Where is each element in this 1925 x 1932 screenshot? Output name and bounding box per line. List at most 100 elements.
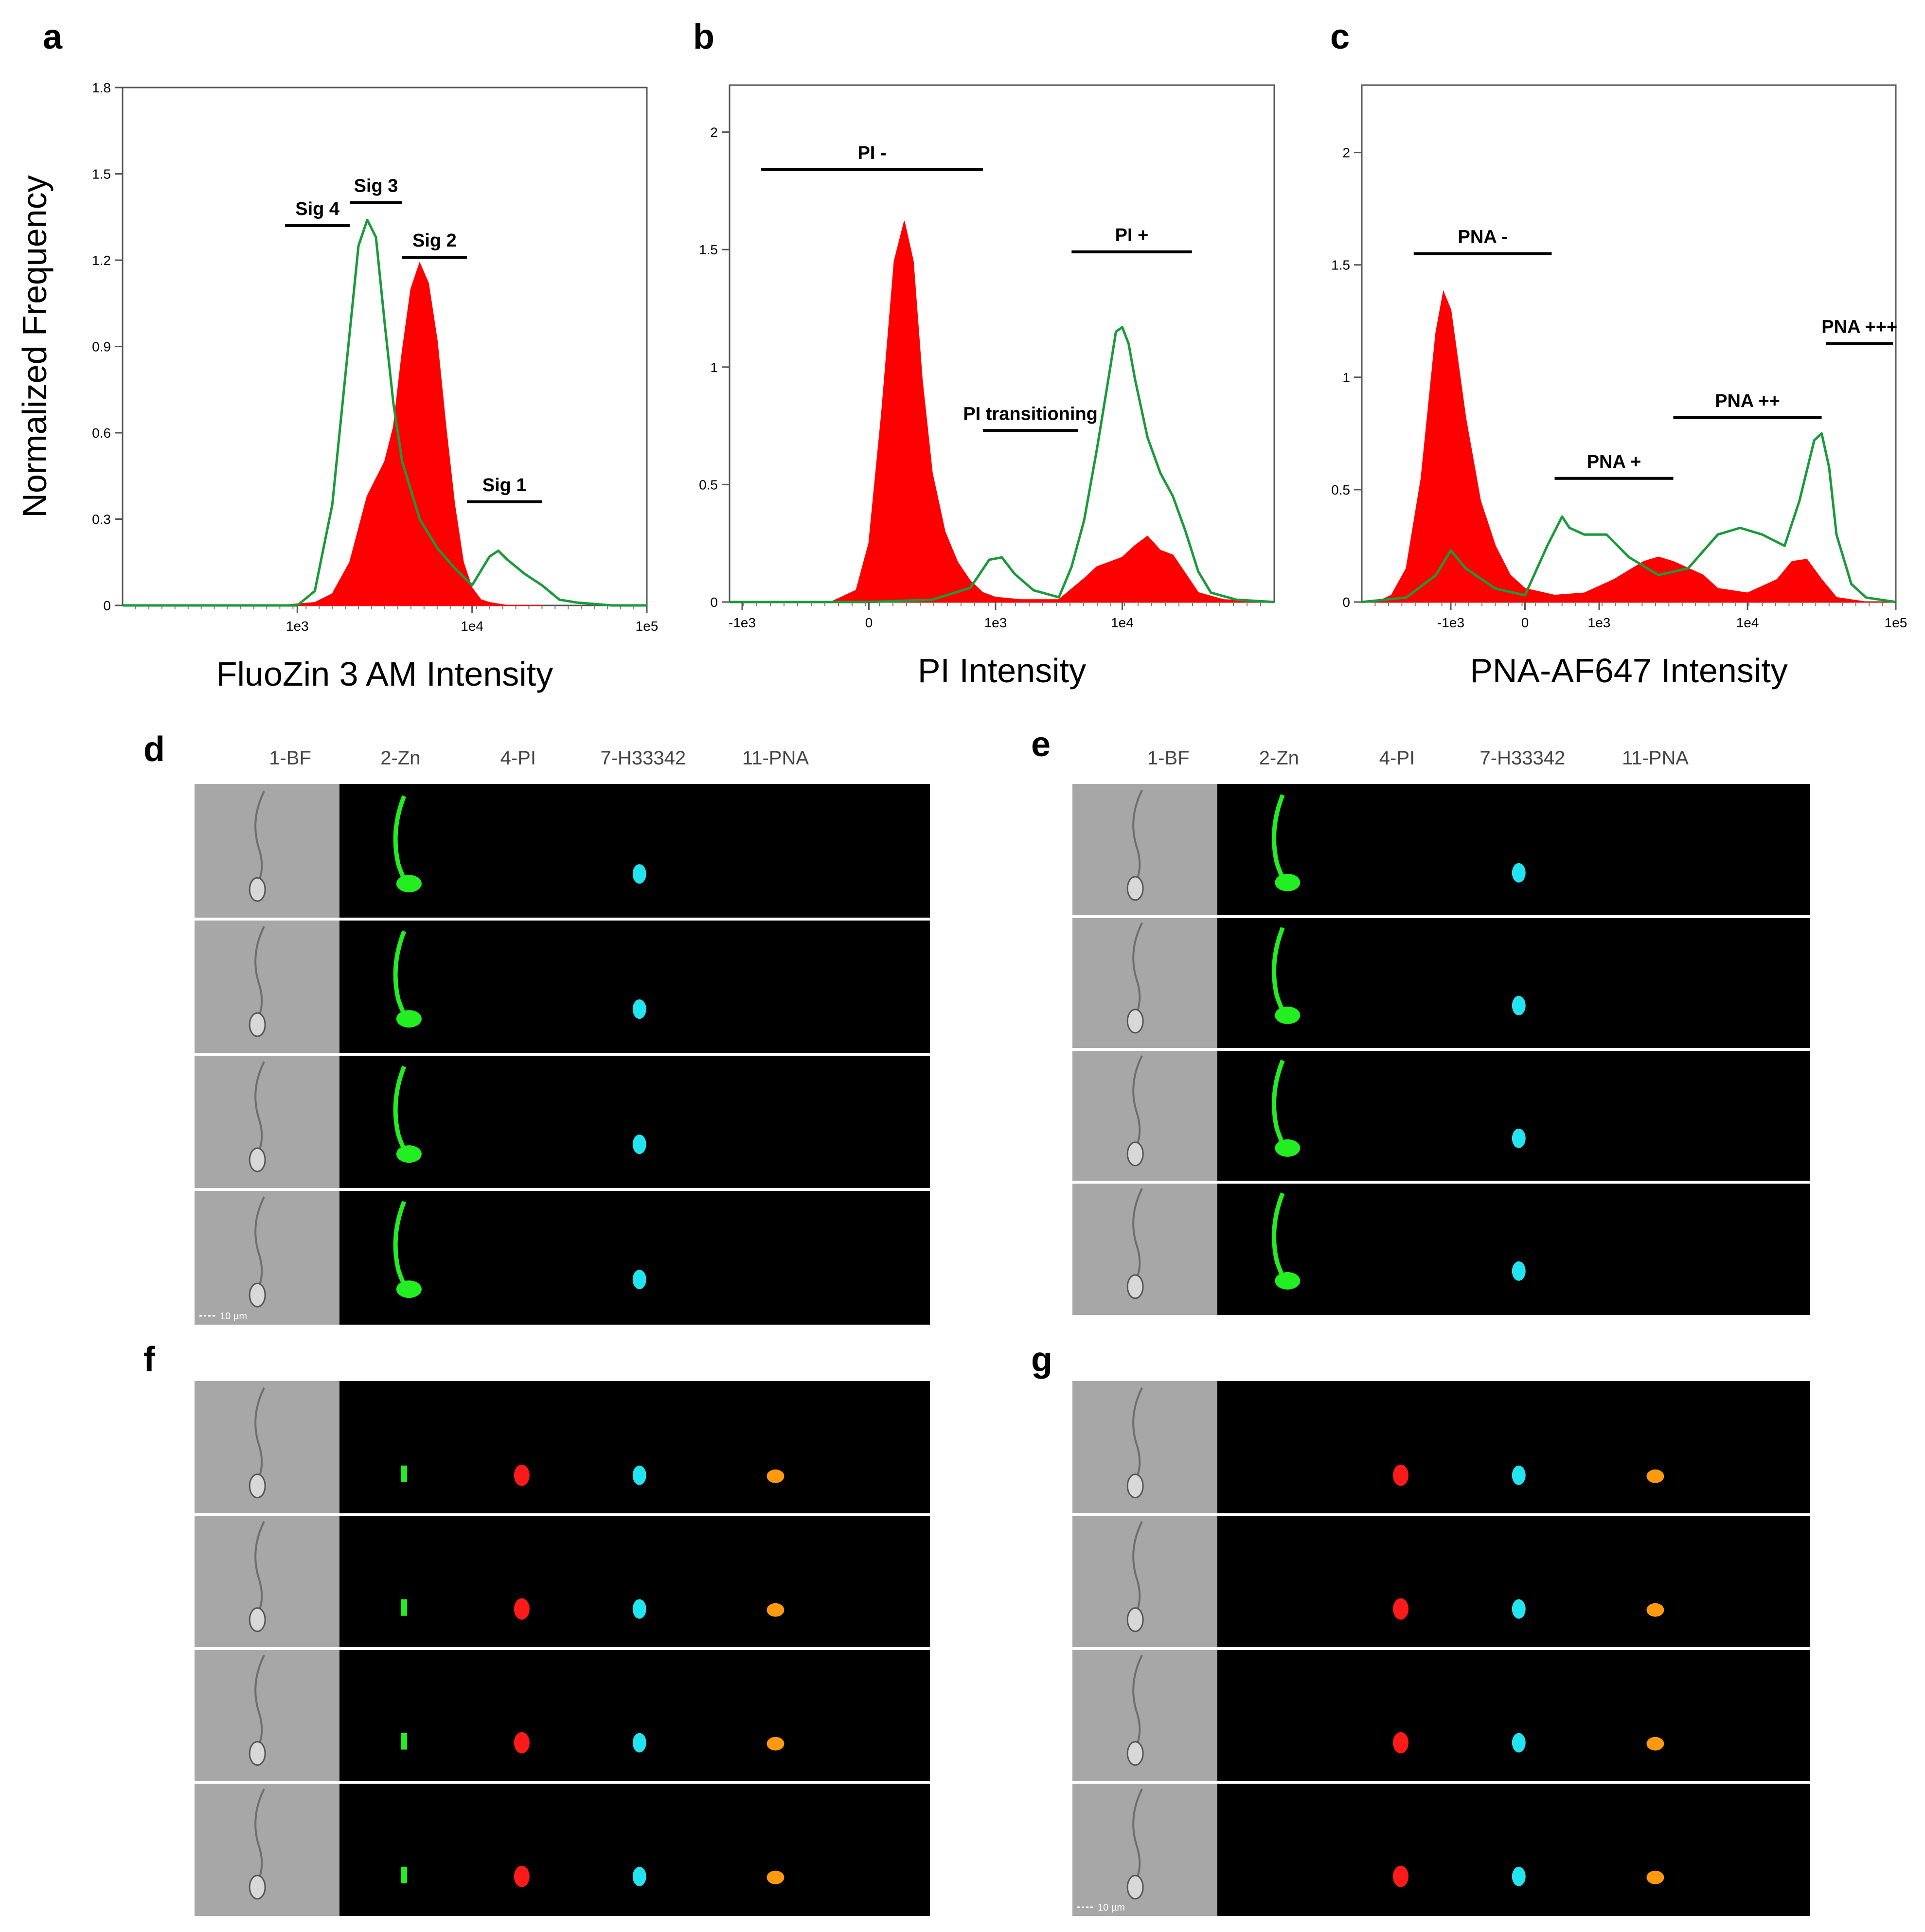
channel-label: 7-H33342 — [1480, 747, 1566, 769]
histogram-chart-c: 0 0.5 1 1.5 2 -1e3 0 1e3 1e4 1e5 PNA-AF647 Intensi… — [1331, 84, 1907, 690]
brightfield-sperm-head — [1126, 1274, 1144, 1299]
hoechst-nucleus-stain — [1512, 1599, 1526, 1619]
series-filled-b — [730, 221, 1275, 603]
zn-head-stain — [1275, 1139, 1301, 1157]
brightfield-sperm-tail — [254, 1521, 265, 1615]
x-tick-label-c: 1e3 — [1588, 615, 1611, 630]
brightfield-sperm-tail — [1132, 1387, 1143, 1482]
x-tick-label-c: 1e4 — [1736, 615, 1759, 630]
hoechst-nucleus-stain — [632, 999, 646, 1019]
y-tick-label-c: 1 — [1342, 370, 1350, 385]
hoechst-nucleus-stain — [632, 1270, 646, 1290]
histogram-chart-a: 00.30.60.91.21.51.801e31e41e5FluoZin 3 A… — [16, 80, 659, 693]
brightfield-sperm-head — [1126, 1473, 1144, 1499]
brightfield-sperm-head — [1126, 1009, 1144, 1034]
brightfield-sperm-tail — [254, 791, 265, 885]
channel-label: 2-Zn — [1259, 747, 1299, 769]
zn-head-stain — [396, 875, 422, 893]
hoechst-nucleus-stain — [632, 864, 646, 884]
zn-head-stain — [396, 1010, 422, 1028]
pi-nucleus-stain — [1393, 1865, 1409, 1887]
gate-label-c: PNA ++ — [1715, 391, 1780, 411]
brightfield-sperm-tail — [1132, 1055, 1143, 1150]
y-tick-label-c: 2 — [1342, 145, 1350, 160]
pna-acrosome-stain — [766, 1469, 784, 1483]
pna-acrosome-stain — [766, 1603, 784, 1617]
hoechst-nucleus-stain — [632, 1134, 646, 1154]
y-tick-label-a: 0 — [103, 598, 111, 613]
brightfield-sperm-tail — [254, 1654, 265, 1749]
image-panel-f — [195, 1381, 930, 1916]
brightfield-sperm-tail — [1132, 789, 1143, 884]
gate-label-a: Sig 3 — [354, 176, 398, 196]
brightfield-sperm-head — [249, 1607, 266, 1632]
brightfield-sperm-tail — [254, 1788, 265, 1883]
zn-head-stain — [396, 1145, 422, 1163]
y-tick-label-c: 0.5 — [1331, 482, 1350, 497]
brightfield-sperm-head — [1126, 1141, 1144, 1167]
x-tick-label-b: 1e3 — [984, 615, 1007, 630]
brightfield-sperm-head — [1126, 1875, 1144, 1900]
brightfield-sperm-head — [249, 1473, 266, 1499]
x-tick-label-b: 0 — [865, 615, 873, 630]
x-axis-title-b: PI Intensity — [918, 652, 1086, 690]
y-tick-label-b: 0 — [710, 595, 718, 610]
pi-nucleus-stain — [514, 1732, 530, 1754]
panel-label-g: g — [1031, 1340, 1052, 1379]
gate-label-a: Sig 2 — [412, 230, 457, 251]
channel-label: 4-PI — [500, 747, 536, 769]
gate-label-c: PNA +++ — [1821, 317, 1897, 337]
channel-label: 11-PNA — [742, 747, 809, 769]
y-tick-label-a: 1.8 — [92, 80, 111, 95]
brightfield-sperm-head — [249, 877, 266, 902]
channel-label: 4-PI — [1379, 747, 1415, 769]
hoechst-nucleus-stain — [1512, 1261, 1526, 1281]
brightfield-sperm-head — [249, 1741, 266, 1766]
channel-label: 2-Zn — [380, 747, 420, 769]
channel-label: 11-PNA — [1622, 747, 1689, 769]
brightfield-sperm-head — [1126, 1607, 1144, 1632]
pna-acrosome-stain — [1646, 1469, 1664, 1483]
zn-head-stain — [1275, 1272, 1301, 1290]
hoechst-nucleus-stain — [632, 1465, 646, 1485]
pi-nucleus-stain — [514, 1865, 530, 1887]
brightfield-sperm-head — [249, 1875, 266, 1900]
pi-nucleus-stain — [1393, 1598, 1409, 1620]
pi-nucleus-stain — [514, 1464, 530, 1486]
hoechst-nucleus-stain — [1512, 1128, 1526, 1148]
y-tick-label-b: 0.5 — [699, 477, 718, 492]
y-tick-label-a: 0.9 — [92, 339, 111, 354]
hoechst-nucleus-stain — [1512, 1866, 1526, 1886]
brightfield-sperm-tail — [1132, 1654, 1143, 1749]
x-axis-title-a: FluoZin 3 AM Intensity — [216, 655, 553, 693]
hoechst-nucleus-stain — [632, 1599, 646, 1619]
panel-label-d: d — [143, 730, 165, 769]
brightfield-sperm-head — [1126, 876, 1144, 901]
x-tick-label-a: 1e3 — [286, 619, 309, 634]
gate-label-c: PNA - — [1458, 227, 1508, 248]
brightfield-sperm-tail — [254, 1061, 265, 1155]
y-tick-label-a: 1.2 — [92, 253, 111, 268]
scale-bar-label: 10 µm — [220, 1311, 247, 1322]
histogram-chart-b: 0 0.5 1 1.5 2 -1e3 0 1e3 1e4 PI Intensity PI - PI t… — [699, 84, 1275, 690]
zn-midpiece-stain — [401, 1733, 407, 1750]
hoechst-nucleus-stain — [1512, 1465, 1526, 1485]
panel-label-e: e — [1031, 725, 1051, 764]
hoechst-nucleus-stain — [632, 1733, 646, 1753]
gate-label-b: PI + — [1115, 225, 1149, 246]
gate-label-a: Sig 1 — [482, 475, 527, 496]
y-tick-label-a: 1.5 — [92, 167, 111, 182]
y-tick-label-a: 0.3 — [92, 512, 111, 527]
pi-nucleus-stain — [1393, 1464, 1409, 1486]
image-panel-d: 1-BF 2-Zn 4-PI 7-H33342 11-PNA 10 µm — [195, 747, 930, 1325]
x-tick-label-a: 1e5 — [636, 619, 659, 634]
y-tick-label-a: 0.6 — [92, 425, 111, 441]
panel-label-a: a — [43, 18, 63, 56]
x-tick-label-b: -1e3 — [729, 615, 756, 630]
zn-head-stain — [1275, 873, 1301, 891]
panel-label-c: c — [1330, 18, 1350, 56]
brightfield-sperm-tail — [1132, 1788, 1143, 1883]
x-tick-label-a: 1e4 — [461, 619, 483, 634]
x-tick-label-b: 1e4 — [1111, 615, 1134, 630]
series-outline-c — [1361, 432, 1896, 603]
